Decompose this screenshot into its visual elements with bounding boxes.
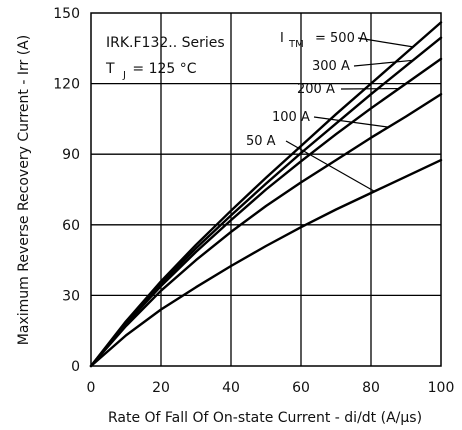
series-group bbox=[89, 21, 443, 368]
x-tick-labels: 0 20 40 60 80 100 bbox=[87, 380, 455, 396]
series-label-leader bbox=[313, 116, 389, 128]
x-tick-label: 80 bbox=[362, 380, 380, 396]
series-line bbox=[89, 21, 443, 368]
temperature-symbol: T bbox=[105, 61, 115, 77]
x-tick-label: 0 bbox=[87, 380, 96, 396]
itm-symbol-label: I TM bbox=[280, 31, 304, 50]
y-tick-label: 120 bbox=[53, 77, 80, 93]
x-tick-label: 100 bbox=[428, 380, 455, 396]
x-axis-label: Rate Of Fall Of On-state Current - di/dt… bbox=[108, 410, 422, 426]
temperature-annotation: T J = 125 °C bbox=[105, 61, 197, 82]
series-label: 100 A bbox=[272, 110, 310, 125]
temperature-subscript: J bbox=[122, 70, 126, 81]
itm-symbol: I bbox=[280, 31, 284, 46]
y-axis-label: Maximum Reverse Recovery Current - Irr (… bbox=[16, 35, 32, 345]
series-label: 50 A bbox=[246, 134, 276, 149]
series-label-leader bbox=[357, 37, 414, 48]
series-line bbox=[89, 36, 443, 368]
y-tick-label: 60 bbox=[62, 218, 80, 234]
series-label-leader bbox=[353, 59, 414, 67]
series-label: 200 A bbox=[297, 82, 335, 97]
series-label-leader bbox=[285, 140, 375, 192]
series-line bbox=[89, 158, 443, 368]
temperature-value: = 125 °C bbox=[132, 61, 196, 77]
x-tick-label: 40 bbox=[222, 380, 240, 396]
y-tick-label: 30 bbox=[62, 288, 80, 304]
x-tick-label: 20 bbox=[152, 380, 170, 396]
itm-subscript: TM bbox=[288, 39, 304, 50]
series-line bbox=[89, 57, 443, 368]
series-line bbox=[89, 93, 443, 368]
y-tick-label: 150 bbox=[53, 6, 80, 22]
y-tick-labels: 0 30 60 90 120 150 bbox=[53, 6, 80, 375]
series-label: = 500 A bbox=[315, 31, 368, 46]
x-tick-label: 60 bbox=[292, 380, 310, 396]
series-label: 300 A bbox=[312, 59, 350, 74]
series-annotation: IRK.F132.. Series bbox=[106, 35, 225, 51]
plot-frame bbox=[90, 12, 442, 367]
series-labels: = 500 A 300 A 200 A 100 A 50 A bbox=[246, 31, 414, 192]
y-tick-label: 0 bbox=[71, 359, 80, 375]
y-tick-label: 90 bbox=[62, 147, 80, 163]
